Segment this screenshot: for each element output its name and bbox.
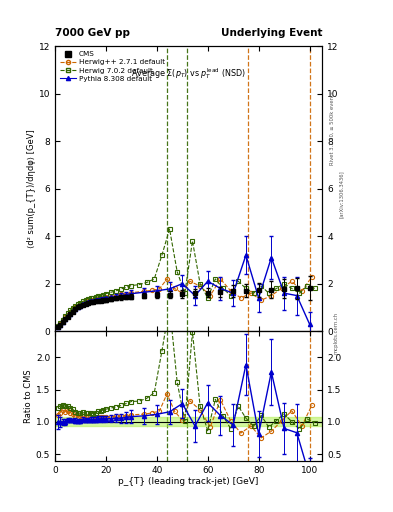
Bar (55, 417, 322, 426)
Legend: CMS, Herwig++ 2.7.1 default, Herwig 7.0.2 default, Pythia 8.308 default: CMS, Herwig++ 2.7.1 default, Herwig 7.0.… (59, 50, 166, 83)
Text: Average $\Sigma(p_T)$ vs $p_T^{\rm lead}$ (NSD): Average $\Sigma(p_T)$ vs $p_T^{\rm lead}… (131, 66, 246, 81)
Text: Underlying Event: Underlying Event (221, 28, 322, 37)
Text: 7000 GeV pp: 7000 GeV pp (55, 28, 130, 37)
X-axis label: p_{T} (leading track-jet) [GeV]: p_{T} (leading track-jet) [GeV] (118, 477, 259, 486)
Y-axis label: Ratio to CMS: Ratio to CMS (24, 369, 33, 423)
Text: [arXiv:1306.3436]: [arXiv:1306.3436] (339, 170, 344, 219)
Text: mcplots.cern.ch: mcplots.cern.ch (333, 312, 338, 354)
Y-axis label: ⟨d² sum(p_{T})/dηdφ⟩ [GeV]: ⟨d² sum(p_{T})/dηdφ⟩ [GeV] (27, 129, 36, 248)
Text: Rivet 3.1.10, ≥ 500k events: Rivet 3.1.10, ≥ 500k events (329, 91, 334, 165)
